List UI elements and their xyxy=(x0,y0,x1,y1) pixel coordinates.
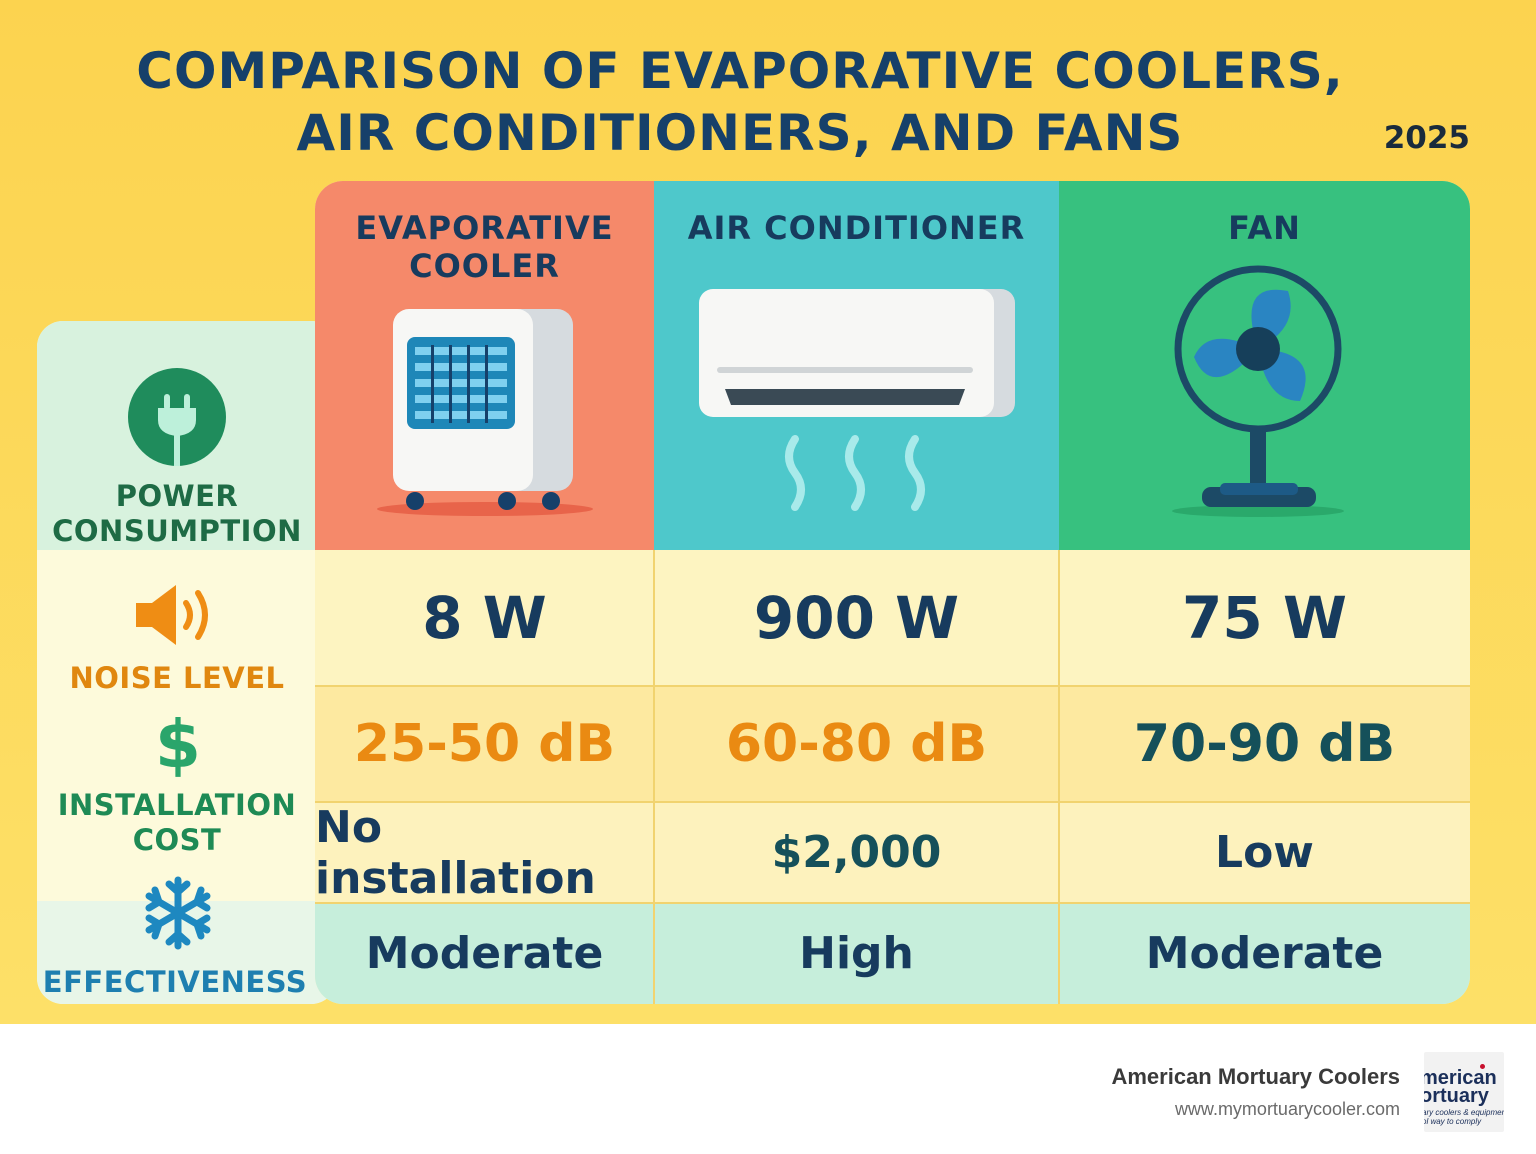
row-label-installation: INSTALLATION COST xyxy=(37,788,317,858)
column-divider xyxy=(1058,550,1060,1004)
column-divider xyxy=(653,550,655,1004)
logo-tagline-2: ol way to comply xyxy=(1424,1117,1482,1126)
cell-noise-air-conditioner: 60-80 dB xyxy=(725,714,988,774)
snowflake-icon xyxy=(141,876,215,954)
cell-effectiveness-fan: Moderate xyxy=(1145,928,1384,979)
column-header-evaporative-cooler: EVAPORATIVE COOLER xyxy=(315,181,654,550)
footer-website-link[interactable]: www.mymortuarycooler.com xyxy=(1174,1099,1400,1119)
column-title-fan: FAN xyxy=(1228,209,1301,247)
infographic-poster: COMPARISON OF EVAPORATIVE COOLERS, AIR C… xyxy=(0,0,1536,1024)
row-label-panel: POWER CONSUMPTION NOISE LEVEL $ INSTALLA… xyxy=(37,321,337,1004)
logo-line-2: ortuary xyxy=(1424,1085,1489,1107)
air-conditioner-icon xyxy=(699,289,1019,523)
footer-company-name: American Mortuary Coolers xyxy=(1111,1064,1400,1089)
fan-icon xyxy=(1172,261,1348,525)
logo-line-3: ary coolers & equipment ol way to comply xyxy=(1424,1108,1504,1126)
evaporative-cooler-icon xyxy=(375,307,597,521)
column-header-air-conditioner: AIR CONDITIONER xyxy=(654,181,1059,550)
table-row-power: 8 W 900 W 75 W xyxy=(315,550,1470,686)
title-line-1: COMPARISON OF EVAPORATIVE COOLERS, xyxy=(136,42,1344,100)
row-label-effectiveness-line1: EFFECTIVENESS xyxy=(42,965,308,999)
row-label-installation-line2: COST xyxy=(132,823,222,857)
row-label-power-line2: CONSUMPTION xyxy=(52,514,302,548)
table-row-effectiveness: Moderate High Moderate xyxy=(315,903,1470,1004)
cell-power-evaporative: 8 W xyxy=(422,584,547,652)
cell-effectiveness-evaporative: Moderate xyxy=(365,928,604,979)
column-title-evaporative-cooler: EVAPORATIVE COOLER xyxy=(315,209,654,285)
title-line-2: AIR CONDITIONERS, AND FANS xyxy=(296,104,1184,162)
cell-effectiveness-air-conditioner: High xyxy=(799,928,914,979)
row-label-noise-line1: NOISE LEVEL xyxy=(69,661,285,695)
row-label-power-line1: POWER xyxy=(115,479,239,513)
table-row-noise: 25-50 dB 60-80 dB 70-90 dB xyxy=(315,686,1470,802)
row-divider xyxy=(315,801,1470,803)
page-title: COMPARISON OF EVAPORATIVE COOLERS, AIR C… xyxy=(100,40,1380,164)
row-label-power: POWER CONSUMPTION xyxy=(37,479,317,549)
cell-installation-fan: Low xyxy=(1215,827,1314,878)
row-divider xyxy=(315,685,1470,687)
speaker-icon xyxy=(136,583,220,651)
column-title-evaporative-line2: COOLER xyxy=(409,247,560,285)
row-divider xyxy=(315,902,1470,904)
company-logo: merican ortuary ary coolers & equipment … xyxy=(1424,1052,1504,1132)
column-title-evaporative-line1: EVAPORATIVE xyxy=(355,209,614,247)
row-label-noise: NOISE LEVEL xyxy=(37,661,317,696)
plug-icon xyxy=(128,368,226,470)
column-header-fan: FAN xyxy=(1059,181,1470,550)
row-label-installation-line1: INSTALLATION xyxy=(57,788,297,822)
row-label-effectiveness: EFFECTIVENESS xyxy=(37,965,313,1000)
logo-dot xyxy=(1480,1064,1485,1069)
cell-noise-evaporative: 25-50 dB xyxy=(353,714,616,774)
cell-installation-evaporative: No installation xyxy=(315,801,596,904)
table-row-installation: No installation $2,000 Low xyxy=(315,801,1470,904)
dollar-icon: $ xyxy=(155,706,201,783)
cell-installation-air-conditioner: $2,000 xyxy=(771,827,942,878)
year-label: 2025 xyxy=(1383,120,1470,156)
logo-line-1: merican xyxy=(1424,1067,1497,1089)
comparison-table: EVAPORATIVE COOLER xyxy=(315,181,1470,1004)
logo-tagline-1: ary coolers & equipment xyxy=(1424,1108,1504,1117)
column-title-air-conditioner: AIR CONDITIONER xyxy=(687,209,1026,247)
cell-power-fan: 75 W xyxy=(1182,584,1347,652)
cell-noise-fan: 70-90 dB xyxy=(1133,714,1396,774)
cell-power-air-conditioner: 900 W xyxy=(753,584,960,652)
